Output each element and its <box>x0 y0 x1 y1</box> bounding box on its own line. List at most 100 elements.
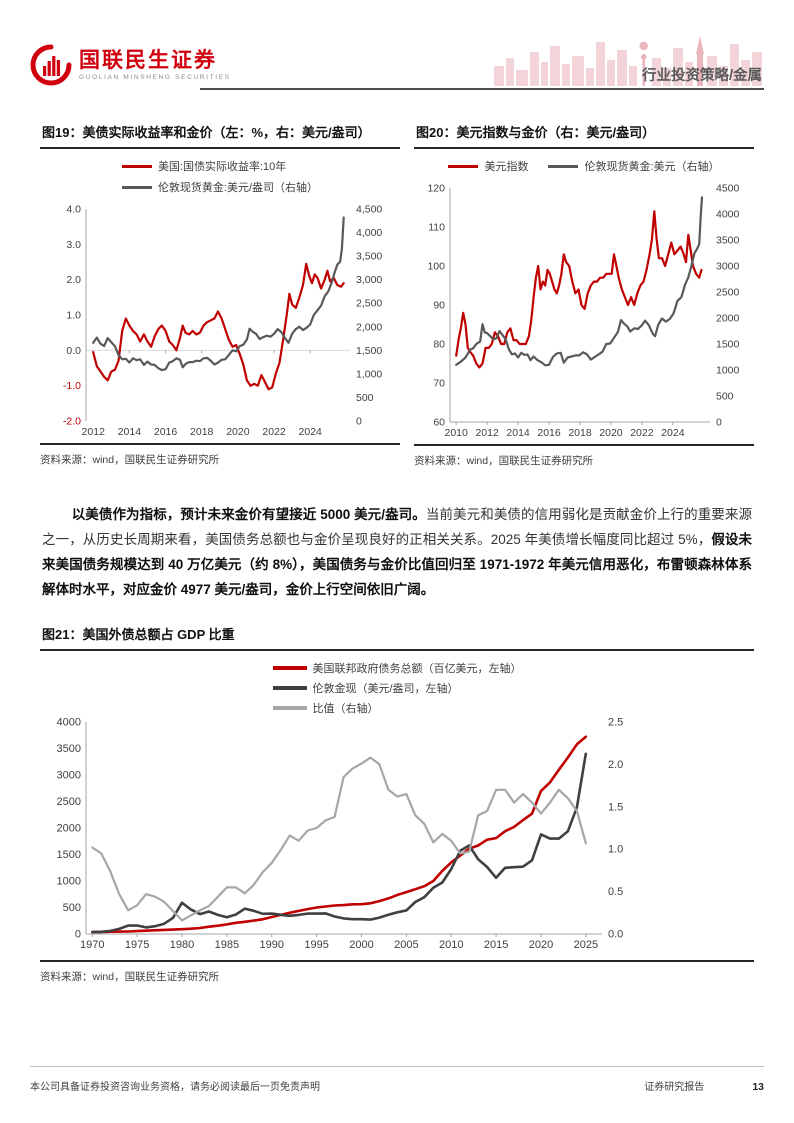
left-tick-label: 90 <box>433 300 445 312</box>
legend-item: 伦敦现货黄金:美元/盎司（右轴） <box>121 179 319 195</box>
legend-label: 比值（右轴） <box>312 703 379 715</box>
figure-21-chart: 1970 1975 1980 1985 1990 1995 2000 2005 2010 2015… <box>57 717 624 952</box>
left-tick-label: 120 <box>427 183 445 195</box>
legend-line-swatch-gray <box>548 164 579 168</box>
figure-20-title: 图20：美元指数与金价（右：美元/盎司） <box>414 120 754 149</box>
left-tick-label: 2500 <box>57 796 81 808</box>
legend-item: 伦敦现货黄金:美元（右轴） <box>548 158 720 174</box>
header-divider <box>200 88 764 90</box>
right-tick-label: 0 <box>716 417 722 429</box>
body-paragraph: 以美债作为指标，预计未来金价有望接近 5000 美元/盎司。当前美元和美债的信用… <box>42 502 752 602</box>
x-tick-label: 2005 <box>394 939 418 951</box>
paragraph-normal: 当前美元和美债的信用弱化是贡献金价上行的重要来源之一，从历史长周期来看，美国债务… <box>42 507 752 547</box>
left-tick-label: 1.0 <box>66 310 81 322</box>
left-tick-label: 4000 <box>57 717 81 729</box>
left-tick-label: 0 <box>75 929 81 941</box>
figure-19-chart: 2012 2014 2016 2018 2020 2022 2024 4.0 3.0 2.0 1.0… <box>63 204 383 439</box>
x-tick-label: 1995 <box>304 939 328 951</box>
x-tick-label: 2012 <box>475 427 499 439</box>
footer-report-type: 证券研究报告 <box>644 1082 705 1093</box>
page-footer: 本公司具备证券投资咨询业务资格，请务必阅读最后一页免责声明 证券研究报告 13 <box>30 1066 764 1093</box>
left-tick-label: -1.0 <box>63 380 81 392</box>
legend-label: 伦敦金现（美元/盎司，左轴） <box>312 683 459 695</box>
x-tick-label: 2020 <box>599 427 623 439</box>
left-tick-label: 3.0 <box>66 239 81 251</box>
right-tick-label: 1000 <box>716 365 740 377</box>
footer-disclaimer: 本公司具备证券投资咨询业务资格，请务必阅读最后一页免责声明 <box>30 1082 320 1093</box>
brand-text-block: 国联民生证券 GUOLIAN MINSHENG SECURITIES <box>79 48 231 81</box>
legend-label: 伦敦现货黄金:美元/盎司（右轴） <box>157 182 319 194</box>
figure-21-legend: 美国联邦政府债务总额（百亿美元，左轴） 伦敦金现（美元/盎司，左轴） 比值（右轴… <box>272 660 522 716</box>
legend-item: 比值（右轴） <box>272 700 522 716</box>
left-tick-label: 3000 <box>57 770 81 782</box>
x-tick-label: 1975 <box>125 939 149 951</box>
brand-name-cn: 国联民生证券 <box>79 48 217 72</box>
right-tick-label: 4500 <box>716 183 740 195</box>
legend-label: 美元指数 <box>484 161 529 173</box>
x-tick-label: 1980 <box>170 939 194 951</box>
x-tick-label: 2024 <box>299 426 323 438</box>
right-tick-label: 500 <box>716 391 734 403</box>
right-tick-label: 4,000 <box>356 227 382 239</box>
legend-item: 美国联邦政府债务总额（百亿美元，左轴） <box>272 660 522 676</box>
figure-row: 图19：美债实际收益率和金价（左：%，右：美元/盎司） 美国:国债实际收益率:1… <box>40 120 754 468</box>
left-tick-label: 3500 <box>57 743 81 755</box>
legend-line-swatch-light <box>272 706 307 710</box>
left-tick-label: -2.0 <box>63 416 81 428</box>
x-tick-label: 2024 <box>661 427 685 439</box>
right-tick-label: 0 <box>356 416 362 428</box>
figure-19-bottom-rule <box>40 443 400 445</box>
left-tick-label: 60 <box>433 417 445 429</box>
right-tick-label: 4000 <box>716 209 740 221</box>
x-tick-label: 2020 <box>529 939 553 951</box>
figure-20-bottom-rule <box>414 444 754 446</box>
right-tick-label: 2500 <box>716 287 740 299</box>
right-tick-label: 2.0 <box>608 759 623 771</box>
right-tick-label: 4,500 <box>356 204 382 216</box>
figure-21-source: 资料来源：wind，国联民生证券研究所 <box>40 971 220 983</box>
series-line-2 <box>91 756 587 922</box>
page-header: 国联民生证券 GUOLIAN MINSHENG SECURITIES <box>30 34 764 90</box>
legend-label: 伦敦现货黄金:美元（右轴） <box>584 161 720 173</box>
x-tick-label: 2010 <box>445 427 469 439</box>
right-tick-label: 1.0 <box>608 844 623 856</box>
legend-item: 美国:国债实际收益率:10年 <box>121 158 318 174</box>
brand-name-en: GUOLIAN MINSHENG SECURITIES <box>79 73 231 81</box>
figure-19-title: 图19：美债实际收益率和金价（左：%，右：美元/盎司） <box>40 120 400 149</box>
company-logo: 国联民生证券 GUOLIAN MINSHENG SECURITIES <box>30 44 239 86</box>
left-tick-label: 70 <box>433 378 445 390</box>
left-tick-label: 2.0 <box>66 274 81 286</box>
series-line-0 <box>92 262 345 391</box>
x-tick-label: 2018 <box>190 426 214 438</box>
right-tick-label: 3,000 <box>356 274 382 286</box>
right-tick-label: 2000 <box>716 313 740 325</box>
figure-19-legend: 美国:国债实际收益率:10年 伦敦现货黄金:美元/盎司（右轴） <box>121 158 319 195</box>
figure-19-source: 资料来源：wind，国联民生证券研究所 <box>40 454 220 466</box>
left-tick-label: 100 <box>427 261 445 273</box>
series-line-1 <box>90 752 588 934</box>
x-tick-label: 2016 <box>537 427 561 439</box>
x-tick-label: 1985 <box>215 939 239 951</box>
right-tick-label: 3000 <box>716 261 740 273</box>
logo-flame-icon <box>30 44 72 86</box>
x-tick-label: 2016 <box>154 426 178 438</box>
x-tick-label: 2022 <box>262 426 286 438</box>
right-tick-label: 0.0 <box>608 929 623 941</box>
legend-line-swatch-gray <box>121 185 152 189</box>
report-section-label: 行业投资策略/金属 <box>641 68 762 84</box>
x-tick-label: 2020 <box>226 426 250 438</box>
right-tick-label: 500 <box>356 392 374 404</box>
series-line-1 <box>92 216 345 372</box>
legend-label: 美国:国债实际收益率:10年 <box>157 161 287 173</box>
series-line-1 <box>455 196 704 367</box>
legend-label: 美国联邦政府债务总额（百亿美元，左轴） <box>312 663 522 675</box>
left-tick-label: 80 <box>433 339 445 351</box>
legend-item: 伦敦金现（美元/盎司，左轴） <box>272 680 522 696</box>
left-tick-label: 1500 <box>57 849 81 861</box>
right-tick-label: 1.5 <box>608 801 623 813</box>
left-tick-label: 0.0 <box>66 345 81 357</box>
left-tick-label: 1000 <box>57 876 81 888</box>
page-content: 图19：美债实际收益率和金价（左：%，右：美元/盎司） 美国:国债实际收益率:1… <box>40 120 754 984</box>
figure-21-bottom-rule <box>40 960 754 962</box>
